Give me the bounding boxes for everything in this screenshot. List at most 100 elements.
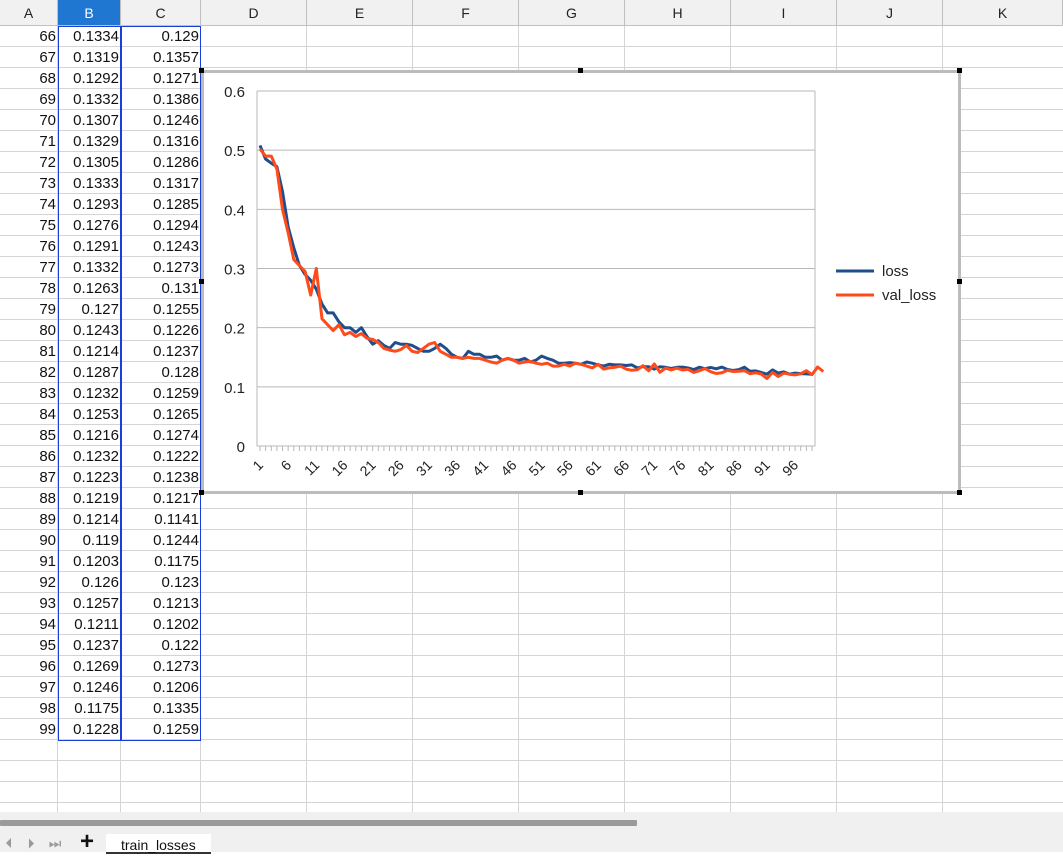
cell-b[interactable]: 0.1214 — [73, 511, 119, 528]
cell-c[interactable]: 0.1141 — [154, 511, 199, 528]
cell-b[interactable]: 0.1291 — [73, 238, 119, 255]
cell-c[interactable]: 0.1246 — [153, 112, 199, 129]
cell-c[interactable]: 0.131 — [161, 280, 199, 297]
cell-c[interactable]: 0.1213 — [153, 595, 199, 612]
column-header-i[interactable]: I — [731, 0, 837, 25]
chart-object[interactable]: 0 0.1 0.2 0.3 0.4 0.5 0.6 1 6 11 16 21 26 31 36 41 46 51 5… — [201, 70, 961, 494]
resize-handle-tr[interactable] — [957, 68, 962, 73]
cell-b[interactable]: 0.1243 — [73, 322, 119, 339]
column-header-h[interactable]: H — [625, 0, 731, 25]
cell-c[interactable]: 0.1175 — [154, 553, 199, 570]
cell-c[interactable]: 0.1271 — [153, 70, 199, 87]
cell-b[interactable]: 0.1332 — [73, 259, 119, 276]
cell-a[interactable]: 70 — [39, 112, 56, 129]
cell-c[interactable]: 0.123 — [161, 574, 199, 591]
cell-b[interactable]: 0.1219 — [73, 490, 119, 507]
cell-c[interactable]: 0.1259 — [153, 721, 199, 738]
column-header-c[interactable]: C — [121, 0, 201, 25]
cell-b[interactable]: 0.1334 — [73, 28, 119, 45]
cell-a[interactable]: 75 — [39, 217, 56, 234]
sheet-tab-train-losses[interactable]: train_losses — [106, 834, 211, 854]
column-header-k[interactable]: K — [943, 0, 1063, 25]
cell-a[interactable]: 76 — [39, 238, 56, 255]
cell-b[interactable]: 0.1211 — [74, 616, 119, 633]
resize-handle-b[interactable] — [578, 490, 583, 495]
cell-a[interactable]: 85 — [39, 427, 56, 444]
cell-b[interactable]: 0.1228 — [73, 721, 119, 738]
cell-b[interactable]: 0.1307 — [73, 112, 119, 129]
cell-a[interactable]: 89 — [39, 511, 56, 528]
cell-a[interactable]: 69 — [39, 91, 56, 108]
first-sheet-icon[interactable]: ⏴ — [5, 835, 13, 851]
cell-b[interactable]: 0.1203 — [73, 553, 119, 570]
cell-a[interactable]: 67 — [39, 49, 56, 66]
cell-a[interactable]: 81 — [39, 343, 56, 360]
cell-a[interactable]: 82 — [39, 364, 56, 381]
cell-b[interactable]: 0.1276 — [73, 217, 119, 234]
cell-c[interactable]: 0.1255 — [153, 301, 199, 318]
column-header-j[interactable]: J — [837, 0, 943, 25]
cell-c[interactable]: 0.1273 — [153, 259, 199, 276]
cell-c[interactable]: 0.1222 — [153, 448, 199, 465]
cell-c[interactable]: 0.1259 — [153, 385, 199, 402]
cell-b[interactable]: 0.1232 — [73, 448, 119, 465]
column-header-f[interactable]: F — [413, 0, 519, 25]
cell-c[interactable]: 0.1357 — [153, 49, 199, 66]
cell-b[interactable]: 0.1223 — [73, 469, 119, 486]
cell-a[interactable]: 72 — [39, 154, 56, 171]
cell-b[interactable]: 0.1253 — [73, 406, 119, 423]
column-header-g[interactable]: G — [519, 0, 625, 25]
resize-handle-t[interactable] — [578, 68, 583, 73]
cell-c[interactable]: 0.1335 — [153, 700, 199, 717]
cell-c[interactable]: 0.1294 — [153, 217, 199, 234]
cell-a[interactable]: 84 — [39, 406, 56, 423]
add-sheet-button[interactable]: + — [79, 828, 94, 855]
cell-a[interactable]: 88 — [39, 490, 56, 507]
cell-b[interactable]: 0.119 — [82, 532, 119, 549]
horizontal-scrollbar[interactable] — [0, 820, 637, 826]
cell-c[interactable]: 0.1265 — [153, 406, 199, 423]
cell-c[interactable]: 0.128 — [161, 364, 199, 381]
cell-a[interactable]: 86 — [39, 448, 56, 465]
cell-b[interactable]: 0.1214 — [73, 343, 119, 360]
cell-c[interactable]: 0.1273 — [153, 658, 199, 675]
cell-a[interactable]: 71 — [39, 133, 56, 150]
cell-c[interactable]: 0.1386 — [153, 91, 199, 108]
cell-a[interactable]: 90 — [39, 532, 56, 549]
column-header-d[interactable]: D — [201, 0, 307, 25]
cell-a[interactable]: 92 — [39, 574, 56, 591]
cell-a[interactable]: 99 — [39, 721, 56, 738]
cell-c[interactable]: 0.1237 — [153, 343, 199, 360]
cell-b[interactable]: 0.1175 — [74, 700, 119, 717]
cell-b[interactable]: 0.1287 — [73, 364, 119, 381]
cell-c[interactable]: 0.1238 — [153, 469, 199, 486]
cell-b[interactable]: 0.1293 — [73, 196, 119, 213]
cell-c[interactable]: 0.1286 — [153, 154, 199, 171]
cell-a[interactable]: 73 — [39, 175, 56, 192]
resize-handle-l[interactable] — [199, 279, 204, 284]
cell-a[interactable]: 77 — [39, 259, 56, 276]
cell-a[interactable]: 66 — [39, 28, 56, 45]
cell-b[interactable]: 0.1216 — [73, 427, 119, 444]
cell-a[interactable]: 91 — [39, 553, 56, 570]
cell-b[interactable]: 0.127 — [81, 301, 119, 318]
column-header-a[interactable]: A — [0, 0, 58, 25]
cell-c[interactable]: 0.1316 — [153, 133, 199, 150]
cell-b[interactable]: 0.126 — [81, 574, 119, 591]
cell-a[interactable]: 97 — [39, 679, 56, 696]
cell-b[interactable]: 0.1246 — [73, 679, 119, 696]
cell-c[interactable]: 0.129 — [161, 28, 199, 45]
cell-a[interactable]: 96 — [39, 658, 56, 675]
cell-c[interactable]: 0.1317 — [153, 175, 199, 192]
resize-handle-bl[interactable] — [199, 490, 204, 495]
cell-a[interactable]: 98 — [39, 700, 56, 717]
cell-b[interactable]: 0.1329 — [73, 133, 119, 150]
cell-b[interactable]: 0.1263 — [73, 280, 119, 297]
cell-b[interactable]: 0.1305 — [73, 154, 119, 171]
resize-handle-tl[interactable] — [199, 68, 204, 73]
cell-c[interactable]: 0.122 — [161, 637, 199, 654]
cell-b[interactable]: 0.1257 — [73, 595, 119, 612]
next-sheet-icon[interactable]: ⏵ — [27, 835, 35, 851]
cell-b[interactable]: 0.1269 — [73, 658, 119, 675]
